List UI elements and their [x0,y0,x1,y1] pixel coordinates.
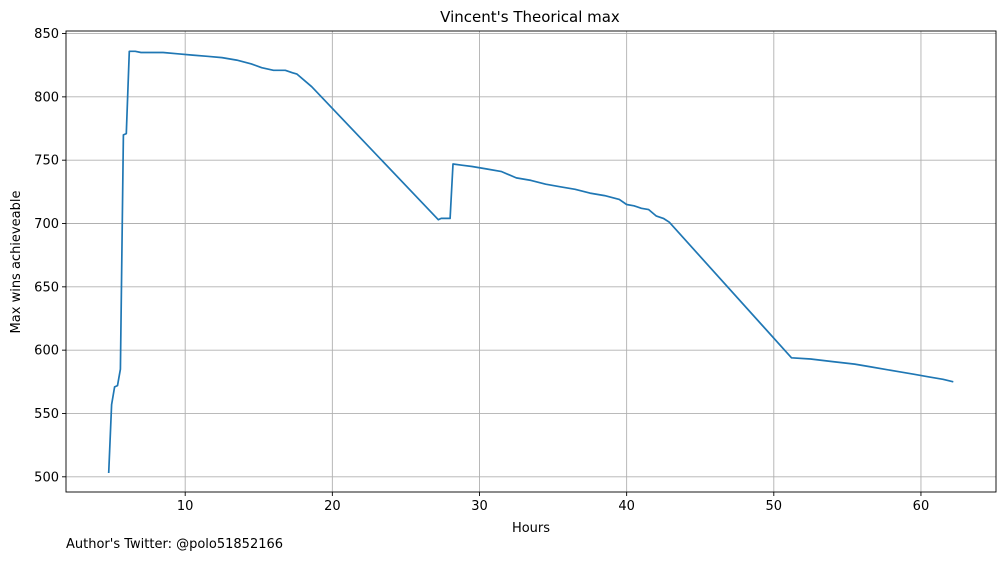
x-axis-ticks: 10 20 30 40 50 60 [177,492,929,514]
grid-lines [66,31,996,492]
y-axis-ticks: 500 550 600 650 700 750 800 850 [34,27,66,485]
x-axis-label: Hours [512,521,550,536]
x-tick-label: 50 [766,499,783,514]
y-tick-label: 500 [34,470,59,485]
y-tick-label: 700 [34,217,59,232]
x-tick-label: 10 [177,499,194,514]
series-line [107,50,954,474]
x-tick-label: 60 [913,499,930,514]
chart-title: Vincent's Theorical max [440,8,620,26]
author-credit: Author's Twitter: @polo51852166 [66,537,284,552]
y-tick-label: 550 [34,407,59,422]
series-layer [107,50,954,474]
x-tick-label: 30 [471,499,488,514]
y-tick-label: 800 [34,90,59,105]
y-axis-label: Max wins achieveable [9,191,24,334]
y-tick-label: 750 [34,154,59,169]
y-tick-label: 850 [34,27,59,42]
y-tick-label: 600 [34,344,59,359]
x-tick-label: 20 [324,499,341,514]
y-tick-label: 650 [34,280,59,295]
plot-frame [65,30,997,493]
line-chart: Vincent's Theorical max 10 20 30 40 50 60 500… [9,8,997,536]
x-tick-label: 40 [618,499,635,514]
